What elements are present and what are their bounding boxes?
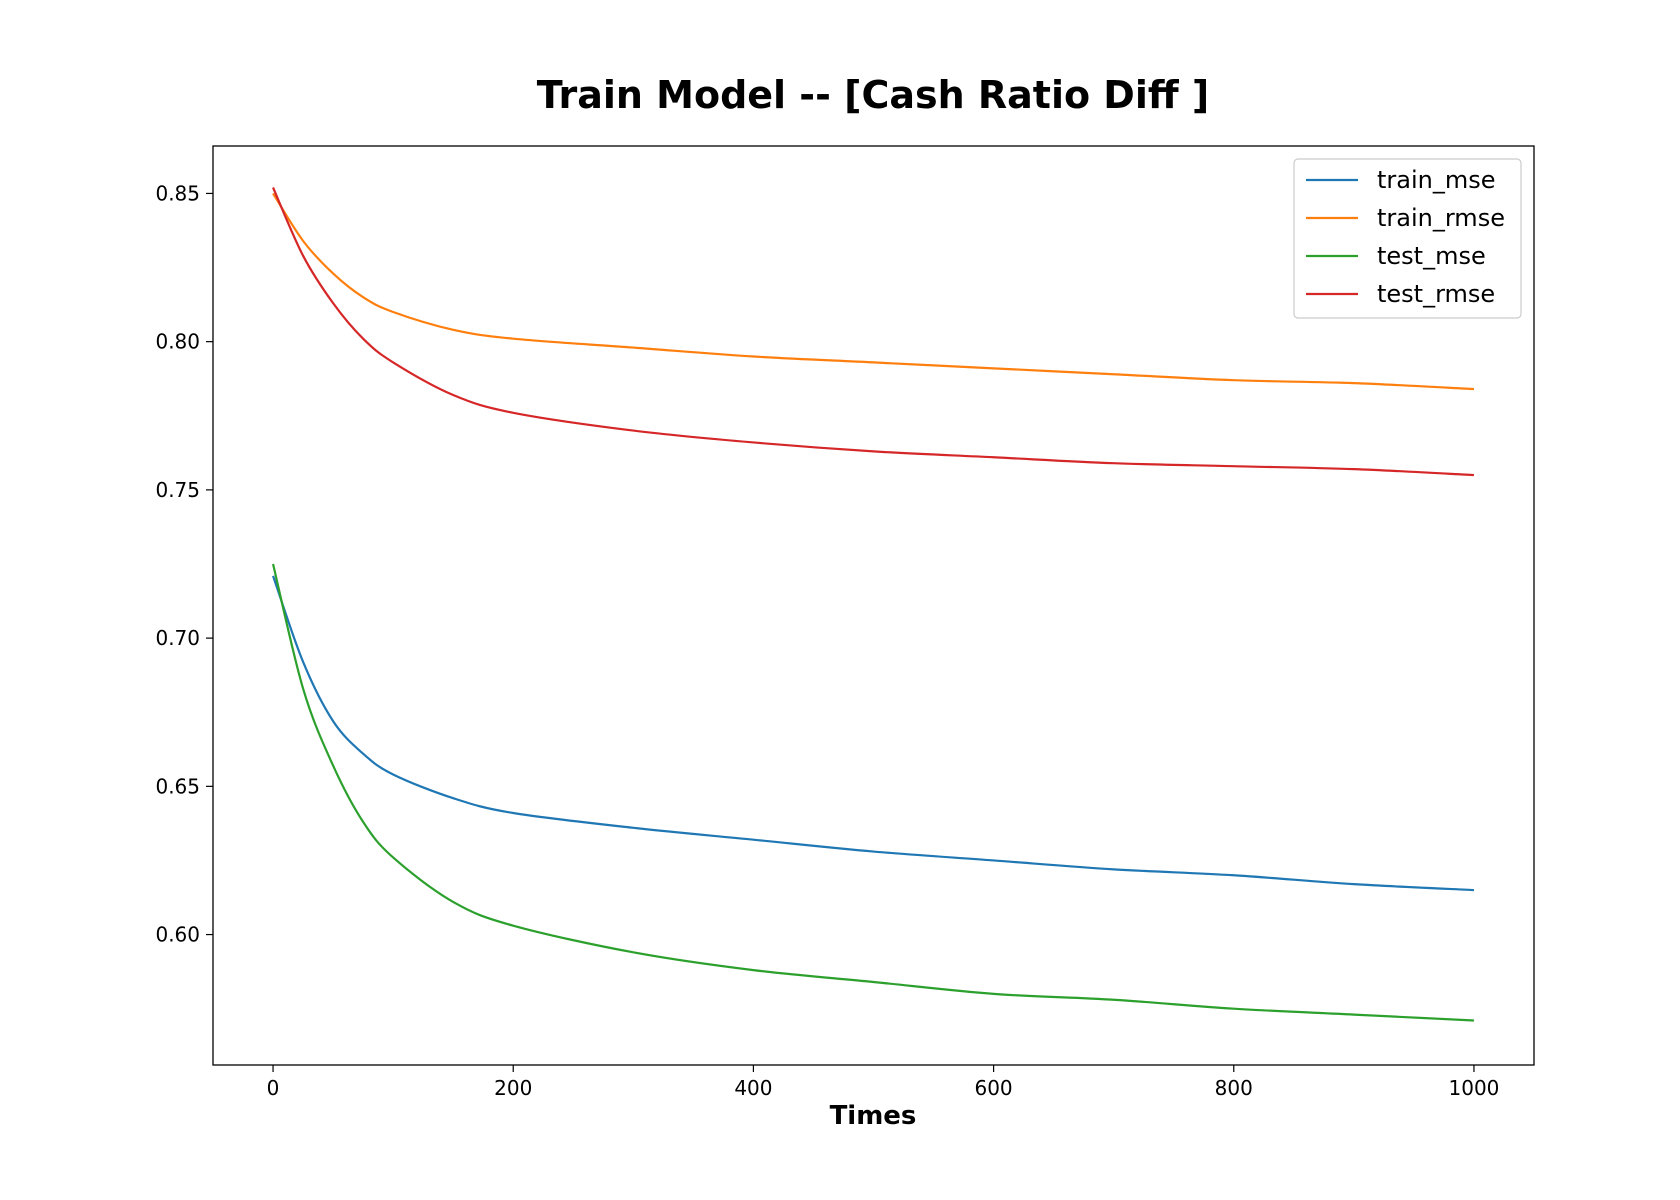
legend-label: test_mse xyxy=(1377,242,1486,270)
series-line-test-mse xyxy=(271,563,1475,1022)
x-tick-label: 800 xyxy=(1215,1076,1253,1100)
series-line-train-mse xyxy=(272,575,1475,892)
series-line-test-rmse xyxy=(272,187,1475,477)
y-axis: 0.60 0.65 0.70 0.75 0.80 0.85 xyxy=(155,181,213,947)
chart-title: Train Model -- [Cash Ratio Diff ] xyxy=(537,73,1210,117)
legend-box xyxy=(1293,158,1522,319)
x-axis-label: Times xyxy=(830,1101,917,1131)
legend: train_mse train_rmse test_mse test_rmse xyxy=(1293,158,1522,319)
x-tick-label: 1000 xyxy=(1449,1076,1500,1100)
x-tick-label: 200 xyxy=(494,1076,532,1100)
x-tick-label: 600 xyxy=(974,1076,1012,1100)
y-tick-label: 0.80 xyxy=(155,330,200,354)
y-tick-label: 0.65 xyxy=(155,774,200,798)
y-tick-label: 0.75 xyxy=(155,478,200,502)
x-tick-label: 0 xyxy=(267,1076,280,1100)
x-tick-label: 400 xyxy=(734,1076,772,1100)
series-layer xyxy=(271,187,1475,1022)
series-line-train-rmse xyxy=(272,192,1475,391)
legend-label: train_mse xyxy=(1377,166,1496,194)
legend-label: train_rmse xyxy=(1377,204,1505,232)
legend-label: test_rmse xyxy=(1377,280,1495,308)
y-tick-label: 0.85 xyxy=(155,181,200,205)
y-tick-label: 0.60 xyxy=(155,923,200,947)
y-tick-label: 0.70 xyxy=(155,626,200,650)
x-axis: 0 200 400 600 800 1000 xyxy=(267,1065,1500,1100)
